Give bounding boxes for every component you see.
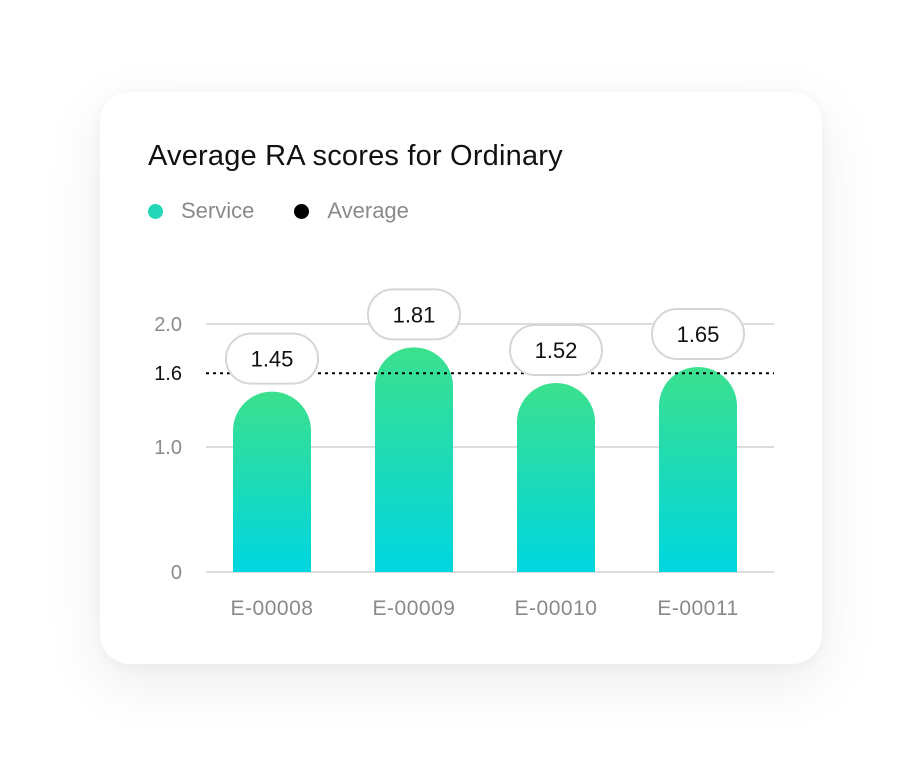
y-tick-label: 0 (171, 562, 182, 584)
value-callout (651, 308, 745, 361)
legend-dot-service (148, 203, 163, 219)
value-callout (225, 332, 319, 385)
bar-e-00011 (659, 367, 737, 572)
bar-e-00009 (375, 347, 453, 572)
legend-item-service: Service (148, 198, 254, 224)
legend-label-service: Service (181, 198, 255, 223)
y-tick-label: 1.0 (154, 437, 182, 459)
average-label: 1.6 (154, 363, 182, 385)
chart-legend: Service Average (148, 198, 449, 224)
x-tick-label: E-00009 (373, 597, 456, 620)
chart-card: Average RA scores for Ordinary Service A… (100, 92, 822, 664)
value-callout (509, 324, 603, 377)
value-callout (367, 288, 461, 341)
y-tick-label: 2.0 (154, 314, 182, 336)
value-label: 1.65 (677, 322, 720, 347)
bar-e-00008 (233, 391, 311, 572)
x-tick-label: E-00011 (657, 597, 738, 620)
x-tick-label: E-00008 (231, 597, 314, 620)
chart-title: Average RA scores for Ordinary (148, 140, 563, 172)
x-tick-label: E-00010 (515, 597, 598, 620)
legend-item-average: Average (294, 198, 409, 224)
value-label: 1.45 (251, 347, 294, 372)
bar-e-00010 (517, 383, 595, 572)
value-label: 1.81 (393, 302, 436, 327)
legend-label-average: Average (327, 198, 409, 223)
value-label: 1.52 (535, 338, 578, 363)
bar-chart: 0 1.0 2.0 1.6 1.45 1.81 1.52 1.65 E-00008 E-00… (154, 288, 774, 620)
legend-dot-average (294, 203, 310, 219)
